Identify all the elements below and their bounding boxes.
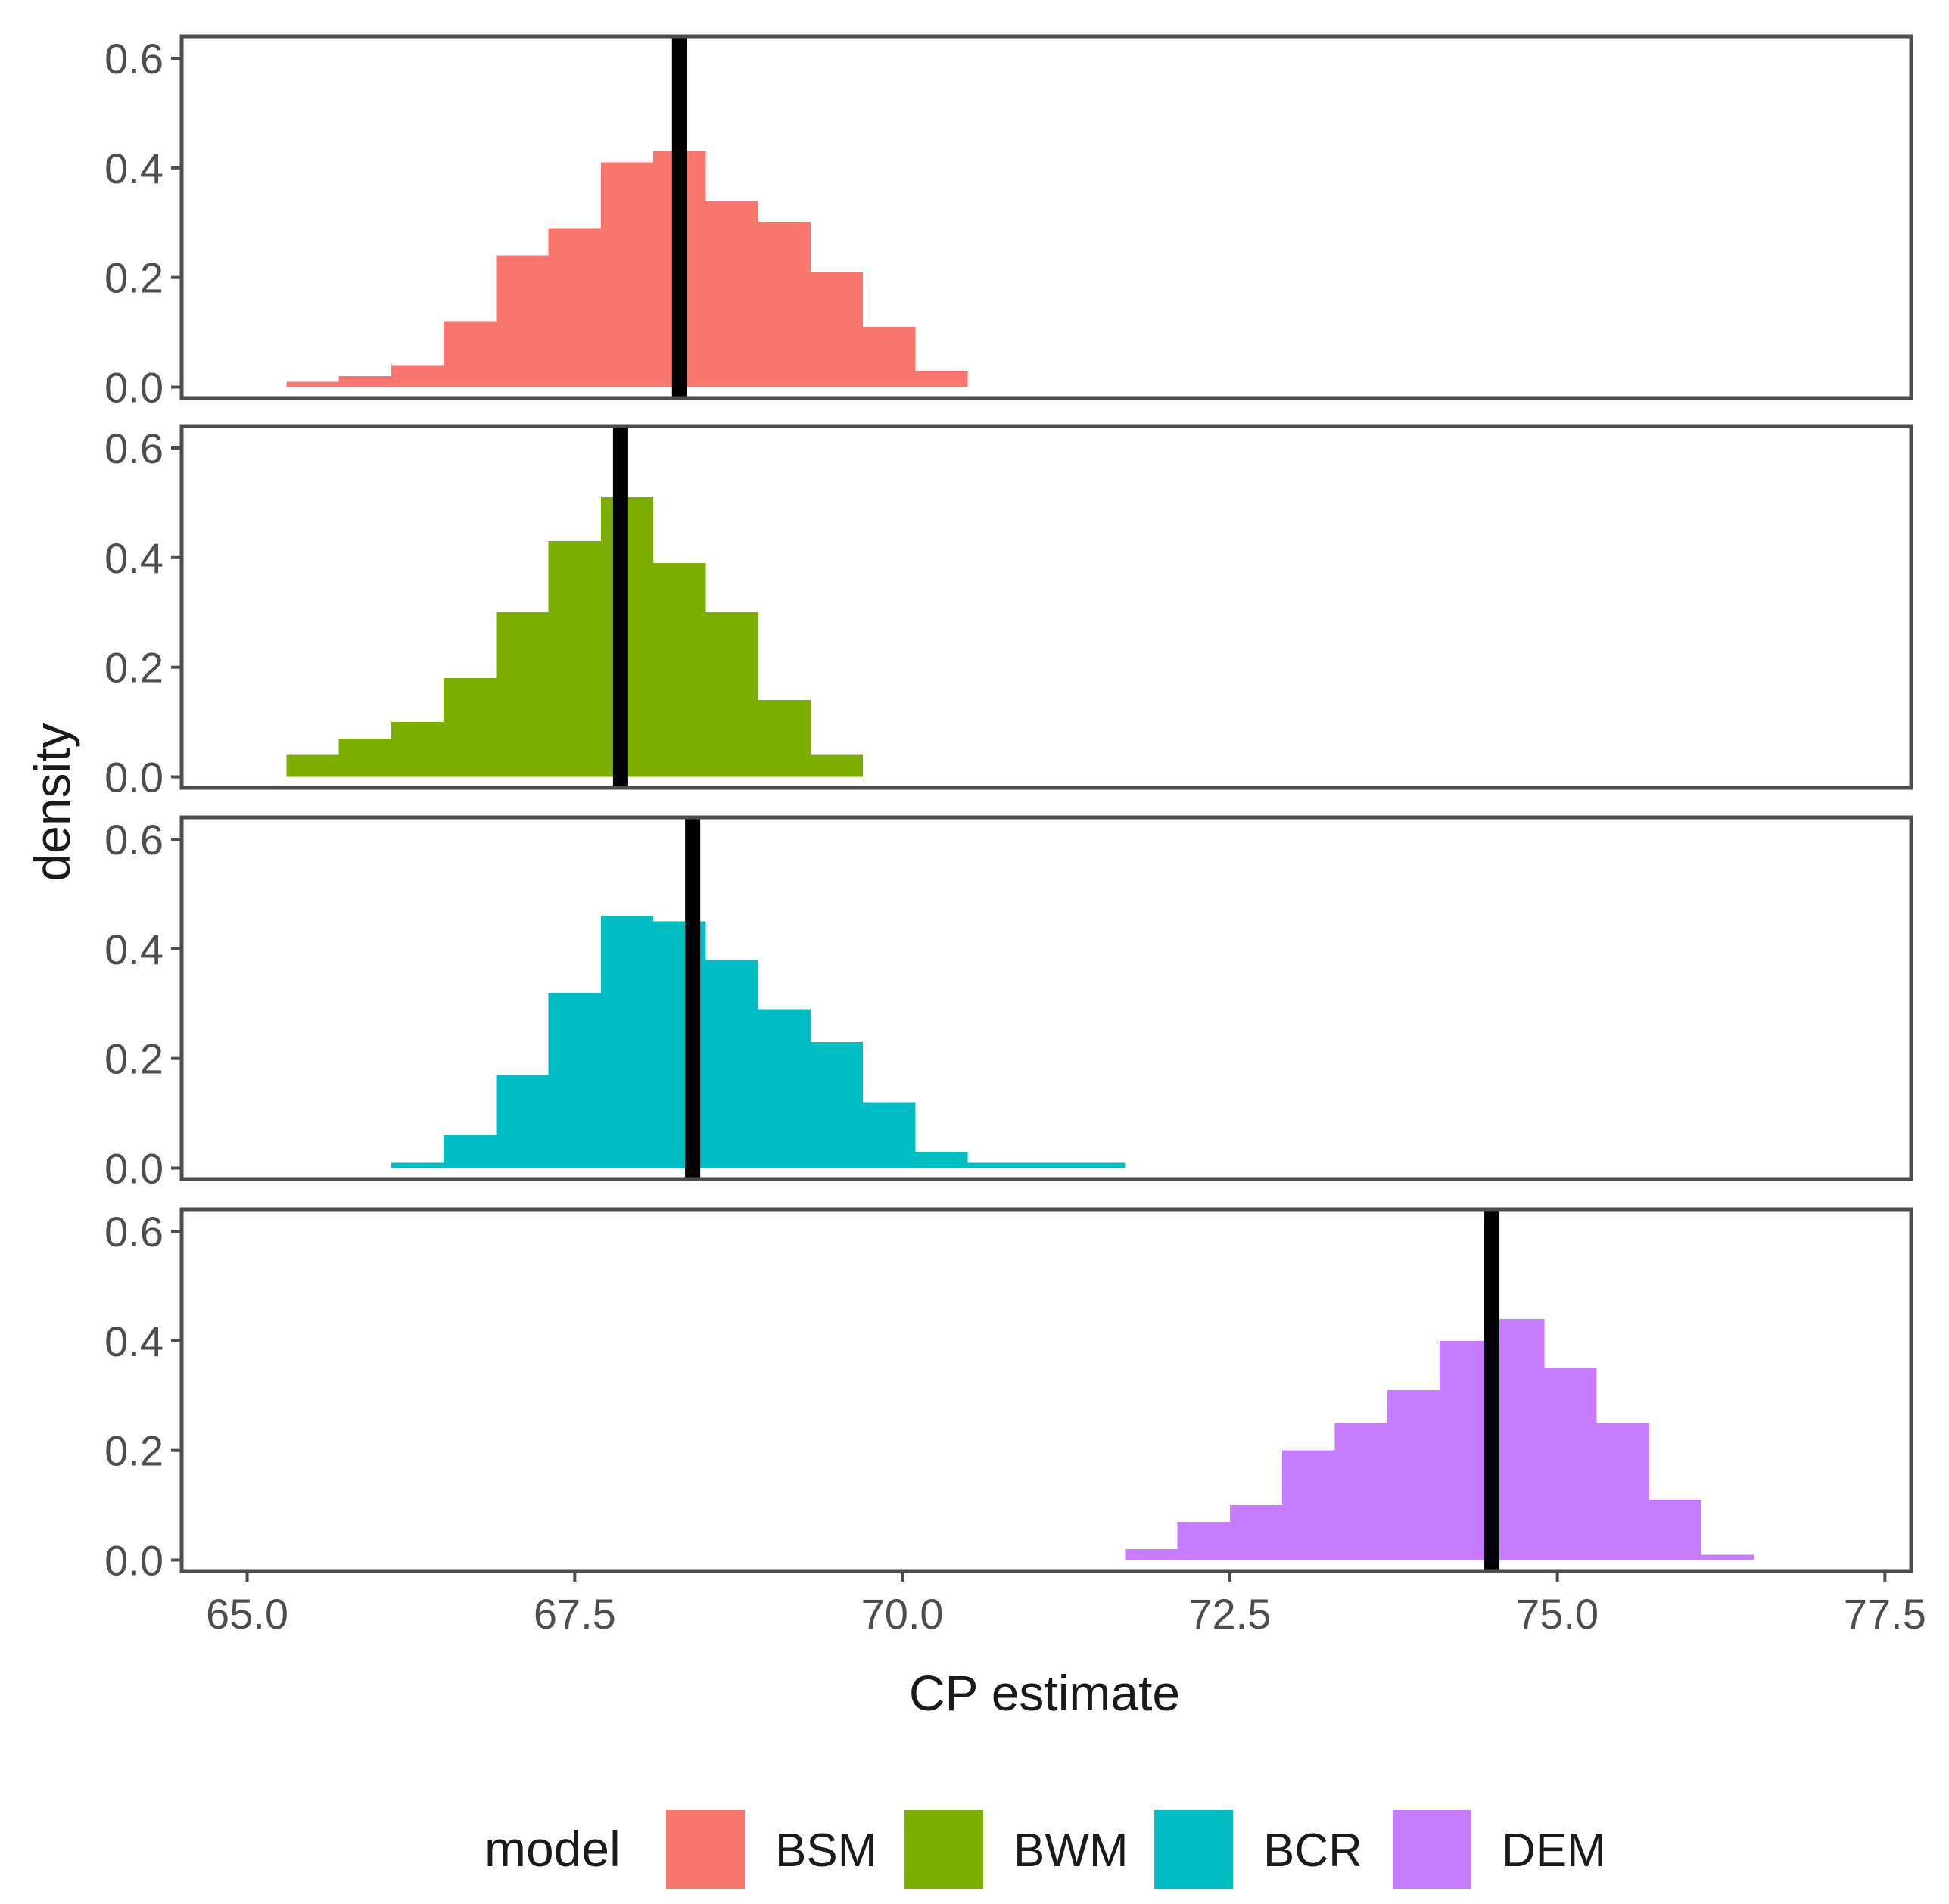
histogram-bar [758,222,811,387]
legend-key-bsm [666,1810,745,1889]
y-tick-label: 0.4 [104,1318,163,1365]
histogram-bar [1125,1549,1178,1560]
y-tick-label: 0.0 [104,1145,163,1193]
y-tick-label: 0.4 [104,145,163,192]
y-tick-label: 0.2 [104,1035,163,1083]
histogram-bar [653,563,706,777]
legend-title: model [484,1821,621,1877]
histogram-bar [705,612,758,777]
facet-panels: 0.00.20.40.60.00.20.40.60.00.20.40.60.00… [104,34,1913,1585]
legend-label: BCR [1263,1825,1362,1877]
y-tick-label: 0.6 [104,35,163,82]
histogram-bar [286,754,339,777]
histogram-bar [338,376,391,387]
histogram-bar [1177,1521,1230,1560]
histogram-bar [1229,1505,1283,1560]
y-tick-label: 0.0 [104,754,163,801]
histogram-bar [1596,1423,1649,1560]
histogram-bar [863,326,916,387]
legend-key-bwm [904,1810,983,1889]
histogram-bar [810,1041,864,1168]
x-tick-label: 77.5 [1844,1590,1926,1638]
histogram-bar [444,678,497,777]
x-tick-label: 67.5 [534,1590,616,1638]
y-tick-label: 0.2 [104,644,163,692]
histogram-bar [967,1162,1020,1168]
histogram-bar [1334,1423,1387,1560]
panel-border [179,34,1913,400]
panel-border [179,815,1913,1181]
histogram-bar [915,1151,968,1168]
histogram-bar [1492,1318,1545,1560]
histogram-bar [286,381,339,387]
legend-label: BSM [775,1825,876,1877]
panel-bsm: 0.0 0.2 0.4 0.6 [104,34,1913,412]
histogram-bar [496,1075,549,1168]
histogram-bar [863,1102,916,1168]
panel-border [179,1207,1913,1573]
y-tick-label: 0.2 [104,254,163,302]
panel-bcr: 0.0 0.2 0.4 0.6 [104,815,1913,1193]
histogram-bar [496,255,549,387]
panel-dem: 0.0 0.2 0.4 0.6 [104,1207,1913,1585]
legend-key-bcr [1154,1810,1233,1889]
histogram-bar [758,700,811,777]
y-tick-label: 0.6 [104,1208,163,1255]
histogram-bar [758,1009,811,1168]
histogram-bar [810,754,864,777]
histogram-bar [810,272,864,387]
histogram-bar [1701,1554,1754,1560]
histogram-bar [548,228,601,387]
histogram-bar [1439,1340,1493,1560]
histogram-bar [705,201,758,387]
legend-label: BWM [1013,1825,1129,1877]
histogram-bar [391,1162,444,1168]
histogram-bar [548,541,601,777]
histogram-bar [705,960,758,1168]
y-tick-label: 0.0 [104,1537,163,1585]
y-tick-label: 0.6 [104,816,163,863]
histogram-bar [600,916,654,1168]
y-tick-label: 0.6 [104,425,163,472]
histogram-bar [1387,1390,1440,1560]
histogram-bar [1649,1499,1702,1560]
x-tick-label: 72.5 [1188,1590,1271,1638]
histogram-bar [548,992,601,1168]
legend-key-dem [1393,1810,1471,1889]
panel-bwm: 0.0 0.2 0.4 0.6 [104,424,1913,801]
y-tick-label: 0.4 [104,926,163,973]
histogram-bar [338,738,391,777]
y-tick-label: 0.4 [104,534,163,582]
histogram-bar [1282,1450,1335,1560]
y-tick-label: 0.0 [104,364,163,412]
x-tick-label: 70.0 [861,1590,944,1638]
legend: model BSM BWM BCR DEM [484,1810,1606,1889]
histogram-bar [600,162,654,387]
y-tick-label: 0.2 [104,1427,163,1475]
x-axis-title: CP estimate [909,1665,1180,1721]
panel-border [179,424,1913,790]
x-tick-label: 65.0 [206,1590,288,1638]
histogram-bar [444,1135,497,1168]
histogram-bar [391,722,444,777]
histogram-bar [915,370,968,387]
histogram-bar [496,612,549,777]
histogram-bar [1020,1162,1073,1168]
histogram-bar [1073,1162,1126,1168]
x-axis: 65.0 67.5 70.0 72.5 75.0 77.5 [206,1571,1926,1638]
histogram-bar [444,321,497,387]
histogram-bar [391,365,444,387]
y-axis-title: density [24,723,80,881]
legend-label: DEM [1502,1825,1606,1877]
histogram-bar [1544,1368,1597,1560]
x-tick-label: 75.0 [1516,1590,1599,1638]
